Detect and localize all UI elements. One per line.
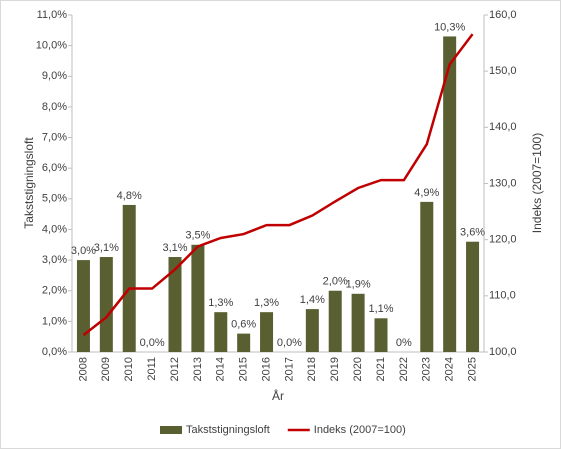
- y-tick-label: 0,0%: [42, 346, 67, 358]
- y-tick-label: 7,0%: [42, 131, 67, 143]
- x-tick-label: 2013: [192, 357, 204, 381]
- value-label: 1,9%: [346, 279, 371, 291]
- value-label: 1,3%: [254, 297, 279, 309]
- y-tick-label: 9,0%: [42, 70, 67, 82]
- x-tick-label: 2014: [215, 357, 227, 381]
- bar: [466, 241, 480, 352]
- y2-axis-title: Indeks (2007=100): [530, 133, 544, 233]
- value-label: 3,1%: [94, 242, 119, 254]
- y2-tick-label: 140,0: [489, 121, 517, 133]
- x-tick-label: 2023: [421, 357, 433, 381]
- value-label: 3,5%: [185, 230, 210, 242]
- value-label: 3,1%: [162, 242, 187, 254]
- x-tick-label: 2015: [238, 357, 250, 381]
- x-tick-label: 2024: [444, 357, 456, 381]
- value-label: 1,3%: [208, 297, 233, 309]
- x-tick-label: 2011: [146, 357, 158, 381]
- x-tick-label: 2018: [306, 357, 318, 381]
- y-tick-label: 4,0%: [42, 223, 67, 235]
- y-tick-label: 10,0%: [36, 40, 67, 52]
- bar: [237, 333, 251, 352]
- y2-tick-label: 150,0: [489, 65, 517, 77]
- y2-tick-label: 160,0: [489, 9, 517, 21]
- value-label: 3,0%: [71, 245, 96, 257]
- x-tick-label: 2010: [123, 357, 135, 381]
- x-tick-label: 2008: [77, 357, 89, 381]
- bar: [214, 312, 228, 352]
- x-tick-label: 2019: [329, 357, 341, 381]
- bar: [328, 290, 342, 352]
- value-label: 10,3%: [434, 21, 465, 33]
- x-tick-label: 2009: [100, 357, 112, 381]
- value-label: 2,0%: [323, 276, 348, 288]
- y2-tick-label: 120,0: [489, 234, 517, 246]
- bar: [122, 204, 136, 352]
- value-label: 1,4%: [300, 294, 325, 306]
- x-tick-label: 2022: [398, 357, 410, 381]
- x-tick-label: 2021: [375, 357, 387, 381]
- y2-tick-label: 110,0: [489, 290, 516, 302]
- value-label: 0,0%: [277, 337, 302, 349]
- legend-label: Indeks (2007=100): [314, 424, 406, 436]
- value-label: 4,8%: [117, 190, 142, 202]
- value-label: 3,6%: [460, 227, 485, 239]
- line: [82, 33, 474, 337]
- bar: [443, 36, 457, 352]
- bar: [305, 309, 319, 352]
- value-label: 0,6%: [231, 319, 256, 331]
- y2-tick-label: 100,0: [489, 346, 517, 358]
- x-tick-label: 2016: [260, 357, 272, 381]
- bar: [351, 293, 365, 352]
- bar: [76, 260, 90, 352]
- value-label: 0,0%: [140, 337, 165, 349]
- x-tick-label: 2020: [352, 357, 364, 381]
- bar: [99, 257, 113, 352]
- bar: [420, 201, 434, 352]
- x-tick-label: 2017: [283, 357, 295, 381]
- y-tick-label: 5,0%: [42, 193, 67, 205]
- legend-label: Takststigningsloft: [186, 424, 270, 436]
- y-tick-label: 6,0%: [42, 162, 67, 174]
- bar: [374, 318, 388, 352]
- y-tick-label: 1,0%: [42, 315, 67, 327]
- y-tick-label: 8,0%: [42, 101, 67, 113]
- legend-swatch: [160, 426, 182, 434]
- x-tick-label: 2012: [169, 357, 181, 381]
- bar: [168, 257, 182, 352]
- y-tick-label: 11,0%: [37, 9, 68, 21]
- bar: [191, 244, 205, 352]
- y-axis-title: Takststigningsloft: [22, 137, 36, 229]
- bar: [260, 312, 274, 352]
- y2-tick-label: 130,0: [489, 177, 517, 189]
- value-label: 1,1%: [368, 303, 393, 315]
- y-tick-label: 2,0%: [42, 285, 67, 297]
- value-label: 4,9%: [414, 187, 439, 199]
- x-axis-title: År: [272, 388, 284, 403]
- value-label: 0%: [396, 337, 412, 349]
- y-tick-label: 3,0%: [42, 254, 67, 266]
- x-tick-label: 2025: [466, 357, 478, 381]
